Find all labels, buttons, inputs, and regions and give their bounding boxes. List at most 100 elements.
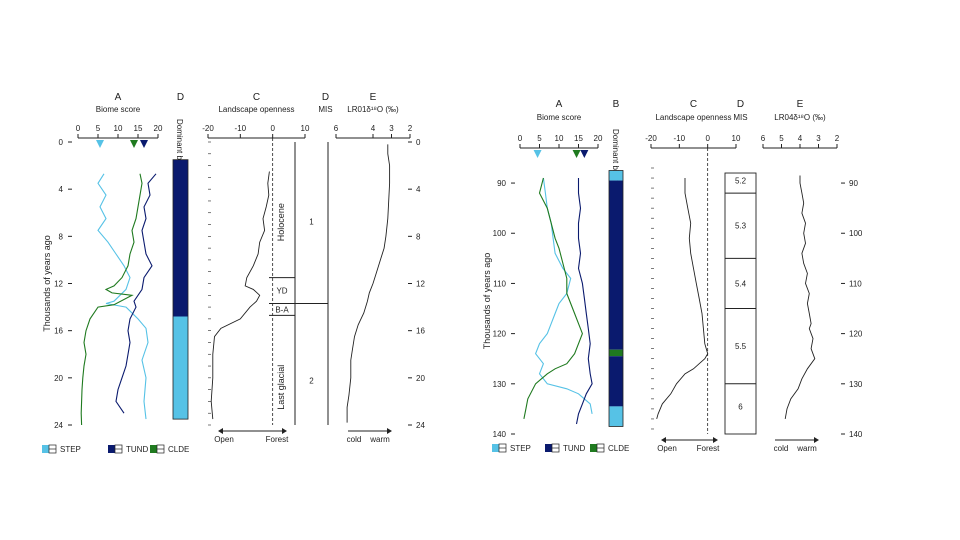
left-time-tick-label: 24 bbox=[54, 421, 63, 430]
left-panel-a-tick-label: 20 bbox=[154, 124, 163, 133]
right-dominant-segment-step bbox=[609, 170, 623, 181]
left-panel-b-letter: D bbox=[177, 92, 184, 103]
left-time-tick-label: 16 bbox=[54, 327, 63, 336]
right-panel-a-title: Biome score bbox=[537, 113, 582, 122]
right-panel-c-letter: C bbox=[690, 99, 697, 110]
right-time-axis-label: Thousands of years ago bbox=[482, 253, 492, 350]
right-legend-label-clde: CLDE bbox=[608, 444, 629, 453]
left-time-tick-label: 12 bbox=[54, 280, 63, 289]
left-openness-arrow-left-head bbox=[218, 428, 223, 434]
left-chronozone-label: Last glacial bbox=[276, 365, 286, 410]
left-panel-c-tick-label: 0 bbox=[270, 124, 275, 133]
left-legend-label-tund: TUND bbox=[126, 445, 148, 454]
right-panel-c-tick-label: 0 bbox=[705, 134, 710, 143]
left-d18o-warm-label: warm bbox=[369, 435, 390, 444]
left-openness-forest-label: Forest bbox=[266, 435, 289, 444]
left-marker-clde bbox=[130, 140, 138, 148]
right-time-tick-label: 110 bbox=[493, 279, 506, 288]
right-panel-d-title: MIS bbox=[733, 113, 747, 122]
left-panel-a-tick-label: 15 bbox=[134, 124, 143, 133]
right-mis-label: 5.3 bbox=[735, 222, 747, 231]
right-right-time-tick-label: 90 bbox=[849, 179, 858, 188]
left-dominant-segment-step bbox=[173, 316, 188, 420]
left-time-axis-label: Thousands of years ago bbox=[42, 235, 52, 332]
left-panel-c-title: Landscape openness bbox=[218, 105, 294, 114]
left-time-tick-label: 8 bbox=[59, 232, 64, 241]
left-panel-d-letter: D bbox=[322, 92, 329, 103]
right-mis-label: 6 bbox=[738, 402, 743, 411]
left-series-tund-line bbox=[115, 173, 157, 414]
right-panel-b-letter: B bbox=[613, 99, 620, 110]
right-openness-forest-label: Forest bbox=[697, 444, 720, 453]
right-marker-tund bbox=[580, 150, 589, 158]
right-panel-e-tick-label: 3 bbox=[816, 134, 821, 143]
left-time-tick-label: 20 bbox=[54, 374, 63, 383]
left-time-tick-label: 4 bbox=[59, 185, 64, 194]
right-mis-frame bbox=[724, 172, 757, 435]
left-panel-b-title: Dominant biome bbox=[175, 119, 184, 178]
right-panel-e-tick-label: 4 bbox=[798, 134, 803, 143]
right-panel-a-tick-label: 10 bbox=[555, 134, 564, 143]
left-mis-label: 2 bbox=[309, 377, 314, 386]
right-series-tund-line bbox=[575, 178, 593, 425]
right-marker-step bbox=[533, 150, 542, 158]
right-panel-e-title: LR04δ¹⁸O (‰) bbox=[774, 113, 826, 122]
right-panel-e-tick-label: 2 bbox=[835, 134, 840, 143]
left-panel-c-tick-label: -20 bbox=[202, 124, 214, 133]
left-openness-open-label: Open bbox=[214, 435, 234, 444]
right-right-time-tick-label: 110 bbox=[849, 279, 862, 288]
right-legend-label-tund: TUND bbox=[563, 444, 585, 453]
left-series-clde-line bbox=[80, 173, 143, 426]
right-right-time-tick-label: 140 bbox=[849, 430, 863, 439]
left-right-time-tick-label: 16 bbox=[416, 327, 425, 336]
right-panel-a-tick-label: 15 bbox=[574, 134, 583, 143]
left-panel-a-tick-label: 0 bbox=[76, 124, 81, 133]
left-dominant-segment-tund bbox=[173, 159, 188, 317]
left-panel-a-tick-label: 5 bbox=[96, 124, 101, 133]
left-legend-swatch-tund bbox=[108, 445, 115, 453]
right-panel-e-tick-label: 5 bbox=[779, 134, 784, 143]
right-panel-a-tick-label: 5 bbox=[537, 134, 542, 143]
left-legend-swatch-clde bbox=[150, 445, 157, 453]
left-panel-a-title: Biome score bbox=[96, 105, 141, 114]
left-right-time-tick-label: 0 bbox=[416, 138, 421, 147]
left-dominant-frame bbox=[172, 159, 189, 420]
right-panel-c-title: Landscape openness bbox=[655, 113, 731, 122]
right-time-tick-label: 130 bbox=[493, 380, 507, 389]
left-panel-c-tick-label: 10 bbox=[301, 124, 310, 133]
right-d18o-line bbox=[784, 175, 816, 419]
left-panel-c-tick-label: -10 bbox=[235, 124, 247, 133]
left-panel-e-tick-label: 6 bbox=[334, 124, 339, 133]
left-right-time-tick-label: 12 bbox=[416, 280, 425, 289]
right-marker-clde bbox=[572, 150, 581, 158]
right-openness-arrow-right-head bbox=[713, 437, 718, 443]
right-panel-a-tick-label: 0 bbox=[518, 134, 523, 143]
right-time-tick-label: 90 bbox=[497, 179, 506, 188]
right-dominant-segment-step bbox=[609, 406, 623, 427]
left-panel-a-letter: A bbox=[115, 92, 122, 103]
right-time-tick-label: 140 bbox=[493, 430, 507, 439]
right-panel-b-title: Dominant biome bbox=[611, 129, 620, 188]
right-d18o-arrow-head bbox=[814, 437, 819, 443]
right-panel-c-tick-label: 10 bbox=[732, 134, 741, 143]
left-d18o-line bbox=[346, 144, 391, 423]
left-panel-d-title: MIS bbox=[318, 105, 332, 114]
right-dominant-segment-tund bbox=[609, 180, 623, 350]
left-right-time-tick-label: 20 bbox=[416, 374, 425, 383]
left-series-step-line bbox=[97, 173, 149, 420]
left-d18o-arrow-head bbox=[387, 428, 392, 434]
left-chronozone-label: B-A bbox=[275, 305, 289, 314]
right-panel-c-tick-label: -20 bbox=[645, 134, 657, 143]
left-legend-label-step: STEP bbox=[60, 445, 81, 454]
left-time-tick-label: 0 bbox=[59, 138, 64, 147]
left-openness-arrow-right-head bbox=[282, 428, 287, 434]
right-d18o-warm-label: warm bbox=[796, 444, 817, 453]
left-marker-step bbox=[96, 140, 104, 148]
left-mis-label: 1 bbox=[309, 218, 314, 227]
left-legend-swatch-step bbox=[42, 445, 49, 453]
right-time-tick-label: 120 bbox=[493, 330, 507, 339]
right-mis-label: 5.4 bbox=[735, 279, 747, 288]
right-dominant-segment-clde bbox=[609, 349, 623, 357]
left-panel-e-tick-label: 3 bbox=[389, 124, 394, 133]
right-right-time-tick-label: 130 bbox=[849, 380, 863, 389]
